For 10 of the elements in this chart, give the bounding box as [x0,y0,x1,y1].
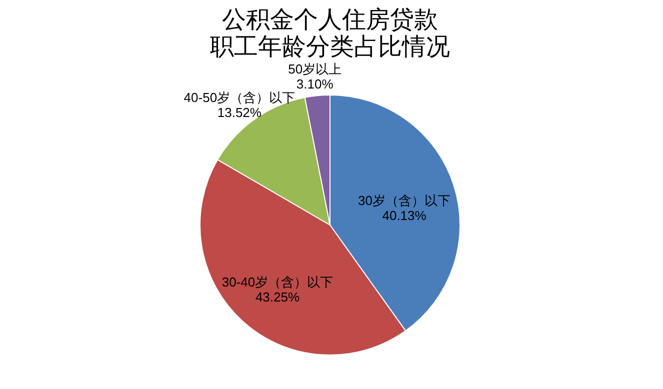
slice-label: 40-50岁（含）以下 [184,90,296,105]
chart-title: 公积金个人住房贷款 [222,6,438,34]
data-label: 3.10% [296,76,334,92]
data-label: 13.52% [217,104,262,120]
slice-label: 50岁以上 [288,62,342,77]
slice-label: 30-40岁（含）以下 [222,274,334,290]
chart-subtitle: 职工年龄分类占比情况 [210,34,450,61]
slice-label: 30岁（含）以下 [358,193,451,208]
data-label: 43.25% [255,290,300,305]
data-label: 40.13% [382,208,427,224]
